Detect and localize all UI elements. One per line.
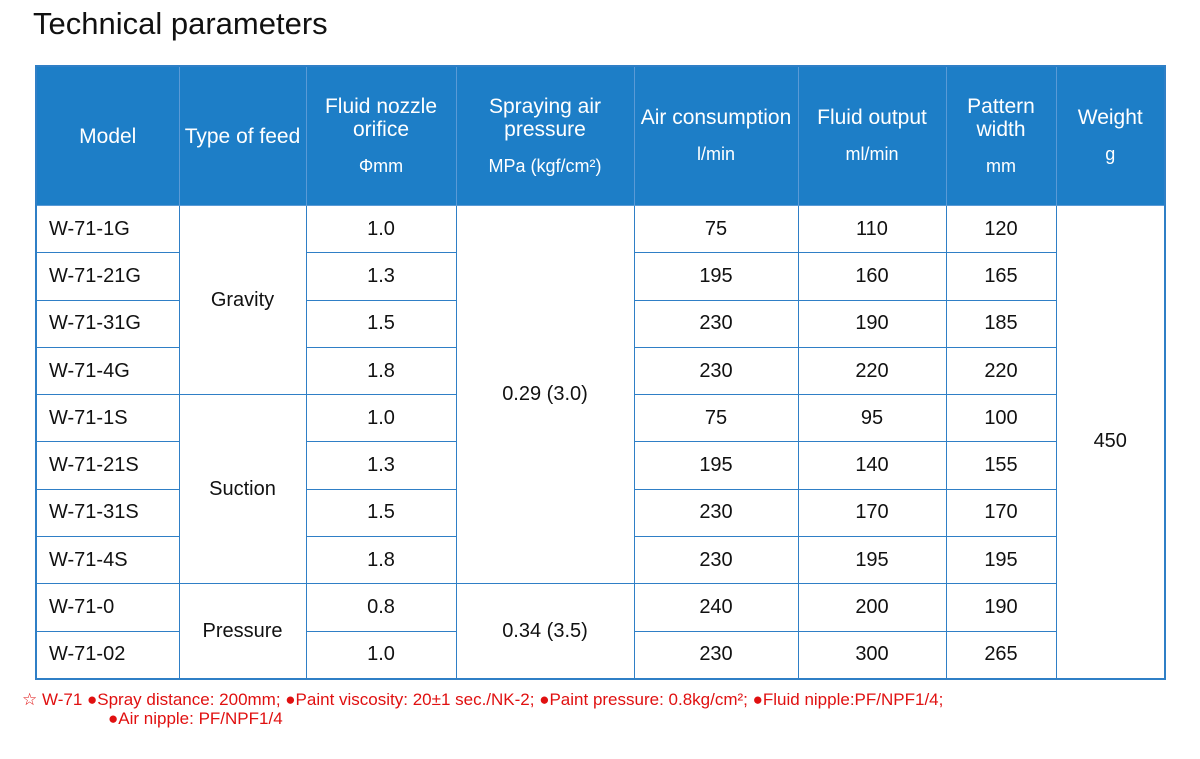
footnote: ☆ W-71 ●Spray distance: 200mm; ●Paint vi… xyxy=(22,690,943,728)
column-name: Type of feed xyxy=(184,124,301,148)
column-header: Type of feed xyxy=(178,65,307,206)
column-name: Fluid output xyxy=(817,106,927,129)
fluid-cell: 110 xyxy=(797,204,947,254)
pattern-cell: 120 xyxy=(945,204,1057,254)
table-row: W-71-21S 1.3 195 140 155 xyxy=(35,441,1165,490)
weight-cell: 450 xyxy=(1055,204,1166,680)
fluid-cell: 160 xyxy=(797,252,947,301)
column-name: Pattern width xyxy=(967,94,1035,141)
fluid-cell: 170 xyxy=(797,488,947,538)
orifice-cell: 1.8 xyxy=(305,536,457,585)
pattern-cell: 220 xyxy=(945,346,1057,396)
table-row: W-71-02 1.0 230 300 265 xyxy=(35,630,1165,680)
column-unit: g xyxy=(1105,144,1116,164)
air-cell: 195 xyxy=(633,252,799,301)
pattern-cell: 100 xyxy=(945,394,1057,443)
column-header: Model xyxy=(35,65,180,206)
column-header: Weight g xyxy=(1055,65,1166,206)
pressure-cell: 0.29 (3.0) xyxy=(455,204,635,585)
pattern-cell: 165 xyxy=(945,252,1057,301)
column-header: Fluid nozzle orifice Φmm xyxy=(305,65,457,206)
orifice-cell: 1.0 xyxy=(305,630,457,680)
column-unit: mm xyxy=(986,155,1016,176)
table-body: W-71-1G Gravity 1.0 0.29 (3.0) 75 110 120 450 W-… xyxy=(35,204,1166,680)
column-name: Weight xyxy=(1077,106,1143,129)
column-name: Model xyxy=(79,124,137,148)
model-cell: W-71-4S xyxy=(35,536,180,585)
model-cell: W-71-31S xyxy=(35,488,180,538)
fluid-cell: 190 xyxy=(797,299,947,348)
column-name: Fluid nozzle orifice xyxy=(324,94,438,141)
page-title: Technical parameters xyxy=(33,6,328,41)
model-cell: W-71-02 xyxy=(35,630,180,680)
orifice-cell: 1.0 xyxy=(305,204,457,254)
footnote-line: ☆ W-71 ●Spray distance: 200mm; ●Paint vi… xyxy=(22,690,944,709)
model-cell: W-71-0 xyxy=(35,583,180,632)
column-name: Spraying air pressure xyxy=(488,94,602,141)
fluid-cell: 200 xyxy=(797,583,947,632)
model-cell: W-71-1G xyxy=(35,204,180,254)
pattern-cell: 265 xyxy=(945,630,1057,680)
orifice-cell: 1.3 xyxy=(305,441,457,490)
pattern-cell: 155 xyxy=(945,441,1057,490)
table-row: W-71-21G 1.3 195 160 165 xyxy=(35,252,1165,301)
fluid-cell: 220 xyxy=(797,346,947,396)
orifice-cell: 1.5 xyxy=(305,299,457,348)
table-row: W-71-0 Pressure 0.8 0.34 (3.5) 240 200 190 xyxy=(35,583,1165,680)
air-cell: 230 xyxy=(633,299,799,348)
air-cell: 75 xyxy=(633,204,799,254)
air-cell: 195 xyxy=(633,441,799,490)
table-row: W-71-31S 1.5 230 170 170 xyxy=(35,488,1165,538)
pattern-cell: 195 xyxy=(945,536,1057,585)
table-row: W-71-1S Suction 1.0 75 95 100 xyxy=(35,394,1165,585)
air-cell: 230 xyxy=(633,536,799,585)
column-header: Spraying air pressure MPa (kgf/cm²) xyxy=(455,65,635,206)
spec-table: Model Type of feed Fluid nozzle orifice Φmm… xyxy=(35,65,1166,680)
table-row: W-71-4G 1.8 230 220 220 xyxy=(35,346,1165,396)
orifice-cell: 0.8 xyxy=(305,583,457,632)
feed-cell: Gravity xyxy=(178,204,307,396)
footnote-line: ●Air nipple: PF/NPF1/4 xyxy=(108,709,283,728)
pattern-cell: 185 xyxy=(945,299,1057,348)
fluid-cell: 300 xyxy=(797,630,947,680)
table-row: W-71-31G 1.5 230 190 185 xyxy=(35,299,1165,348)
orifice-cell: 1.0 xyxy=(305,394,457,443)
orifice-cell: 1.3 xyxy=(305,252,457,301)
orifice-cell: 1.8 xyxy=(305,346,457,396)
column-unit: Φmm xyxy=(358,155,404,176)
column-unit: ml/min xyxy=(845,144,899,164)
column-unit: l/min xyxy=(696,144,735,164)
pattern-cell: 170 xyxy=(945,488,1057,538)
feed-cell: Pressure xyxy=(178,583,307,680)
model-cell: W-71-21S xyxy=(35,441,180,490)
fluid-cell: 95 xyxy=(797,394,947,443)
pattern-cell: 190 xyxy=(945,583,1057,632)
air-cell: 75 xyxy=(633,394,799,443)
model-cell: W-71-31G xyxy=(35,299,180,348)
column-name: Air consumption xyxy=(640,106,792,129)
model-cell: W-71-1S xyxy=(35,394,180,443)
column-unit: MPa (kgf/cm²) xyxy=(488,155,602,176)
column-header: Pattern width mm xyxy=(945,65,1057,206)
table-row: W-71-1G Gravity 1.0 0.29 (3.0) 75 110 120 450 xyxy=(35,204,1166,680)
model-cell: W-71-4G xyxy=(35,346,180,396)
air-cell: 230 xyxy=(633,346,799,396)
fluid-cell: 140 xyxy=(797,441,947,490)
header-row: Model Type of feed Fluid nozzle orifice Φmm… xyxy=(35,65,1166,206)
fluid-cell: 195 xyxy=(797,536,947,585)
air-cell: 240 xyxy=(633,583,799,632)
air-cell: 230 xyxy=(633,488,799,538)
air-cell: 230 xyxy=(633,630,799,680)
model-cell: W-71-21G xyxy=(35,252,180,301)
column-header: Fluid output ml/min xyxy=(797,65,947,206)
pressure-cell: 0.34 (3.5) xyxy=(455,583,635,680)
feed-cell: Suction xyxy=(178,394,307,585)
column-header: Air consumption l/min xyxy=(633,65,799,206)
orifice-cell: 1.5 xyxy=(305,488,457,538)
